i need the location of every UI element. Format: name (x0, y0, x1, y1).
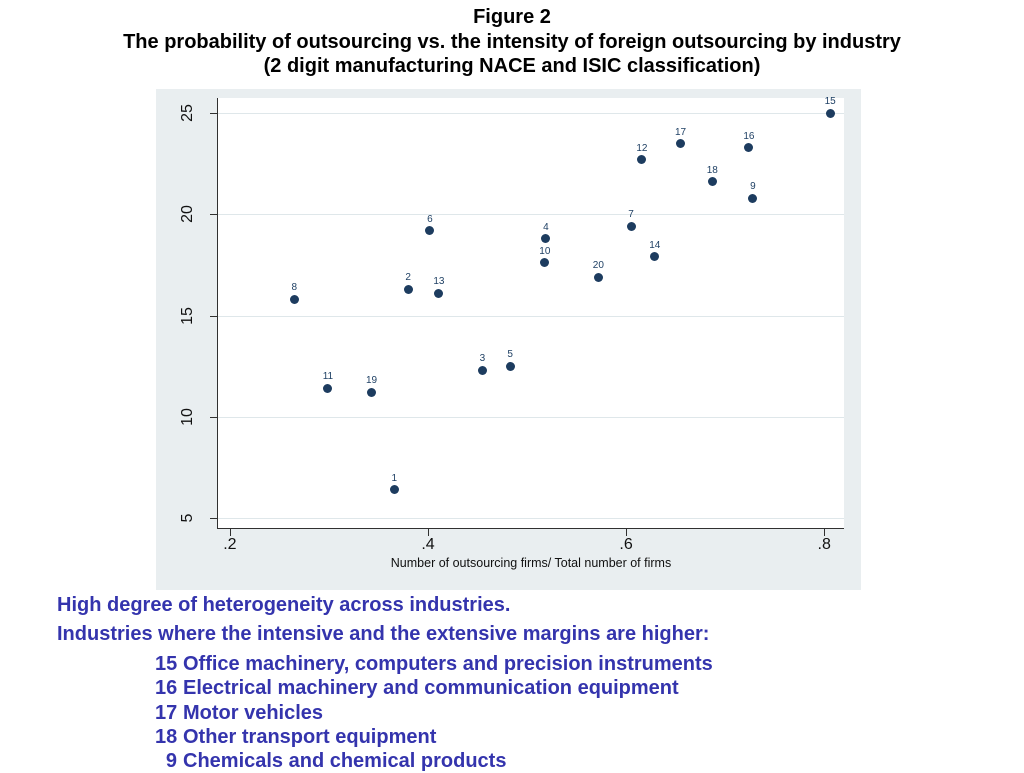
data-point (626, 221, 636, 231)
data-point-label: 19 (365, 375, 378, 387)
data-point (477, 365, 487, 375)
data-point (650, 252, 660, 262)
data-point (744, 143, 754, 153)
industry-code: 17 (155, 701, 178, 724)
y-tick-mark (210, 315, 218, 317)
data-point (389, 485, 399, 495)
data-point-label: 13 (433, 276, 445, 288)
data-point (748, 193, 758, 203)
y-tick-label: 15 (179, 306, 196, 325)
y-tick-mark (210, 416, 218, 418)
data-point-label: 17 (675, 126, 687, 138)
industry-code: 15 (155, 653, 178, 675)
industry-name: Office machinery, computers and precisio… (183, 653, 713, 675)
data-point (403, 284, 413, 294)
data-point (367, 387, 377, 397)
data-point-label: 12 (636, 142, 648, 154)
x-tick-label: .4 (421, 536, 435, 553)
figure-title: Figure 2 The probability of outsourcing … (0, 5, 1024, 79)
y-tick-mark (210, 113, 218, 115)
industry-name: Other transport equipment (183, 725, 437, 748)
figure-title-line3: (2 digit manufacturing NACE and ISIC cla… (263, 55, 761, 77)
industry-item: 17 Motor vehicles (155, 701, 1024, 725)
industry-name: Electrical machinery and communication e… (183, 677, 679, 700)
plot-area: Number of outsourcing firms/ Total numbe… (179, 96, 844, 570)
industry-item: 18 Other transport equipment (155, 725, 1024, 749)
x-tick-mark (229, 528, 231, 536)
note-line-1: High degree of heterogeneity across indu… (57, 594, 511, 616)
data-point (676, 139, 686, 149)
y-gridline (218, 113, 844, 115)
x-tick-label: .2 (223, 536, 237, 553)
data-point-label: 4 (543, 221, 549, 233)
y-tick-label: 5 (179, 513, 196, 523)
x-axis-title: Number of outsourcing firms/ Total numbe… (390, 556, 672, 570)
figure-title-line2: The probability of outsourcing vs. the i… (123, 30, 901, 53)
industry-item: 9 Chemicals and chemical products (155, 749, 1024, 773)
data-point-label: 11 (322, 371, 334, 383)
note-line-2: Industries where the intensive and the e… (57, 623, 710, 645)
y-gridline (218, 416, 844, 418)
data-point (323, 383, 333, 393)
data-point-label: 8 (291, 282, 298, 294)
x-tick-mark (427, 528, 429, 536)
data-point (593, 272, 603, 282)
x-tick-label: .6 (619, 536, 633, 553)
data-point (541, 234, 551, 244)
data-point-label: 3 (479, 353, 486, 365)
data-point-label: 7 (628, 209, 634, 221)
data-point-label: 14 (649, 239, 661, 251)
data-point-label: 1 (391, 472, 398, 484)
industry-item: 15 Office machinery, computers and precis… (155, 652, 1024, 676)
data-point-label: 18 (706, 164, 718, 176)
scatter-chart-panel: Number of outsourcing firms/ Total numbe… (156, 89, 861, 590)
industry-list: 15 Office machinery, computers and precis… (0, 652, 1024, 773)
y-gridline (218, 517, 844, 519)
industry-name: Motor vehicles (183, 701, 324, 724)
y-tick-mark (210, 517, 218, 519)
data-point-label: 2 (405, 272, 411, 284)
data-point (707, 177, 717, 187)
y-tick-label: 25 (179, 104, 196, 123)
x-tick-mark (626, 528, 628, 536)
data-point (425, 226, 435, 236)
data-point-label: 10 (539, 245, 551, 257)
industry-code: 16 (155, 677, 178, 700)
data-point (637, 155, 647, 165)
data-point-label: 15 (824, 96, 836, 108)
y-gridline (218, 315, 844, 317)
industry-name: Chemicals and chemical products (183, 750, 507, 773)
data-point-label: 5 (507, 349, 513, 361)
data-point (434, 288, 444, 298)
y-gridline (218, 214, 844, 216)
data-point (505, 361, 515, 371)
data-point-label: 6 (427, 213, 433, 225)
x-tick-label: .8 (817, 536, 831, 553)
industry-item: 16 Electrical machinery and communication… (155, 676, 1024, 700)
data-point (825, 108, 835, 118)
y-tick-label: 10 (179, 407, 196, 426)
data-point (289, 294, 299, 304)
figure-title-line1: Figure 2 (473, 6, 551, 28)
industry-code: 9 (165, 750, 177, 773)
industry-code: 18 (155, 725, 178, 748)
notes-block: High degree of heterogeneity across indu… (0, 591, 1024, 773)
data-point-label: 16 (743, 130, 755, 142)
y-tick-label: 20 (179, 205, 196, 224)
x-tick-mark (824, 528, 826, 536)
data-point (540, 258, 550, 268)
y-tick-mark (210, 214, 218, 216)
data-point-label: 9 (750, 181, 756, 193)
data-point-label: 20 (592, 260, 604, 272)
